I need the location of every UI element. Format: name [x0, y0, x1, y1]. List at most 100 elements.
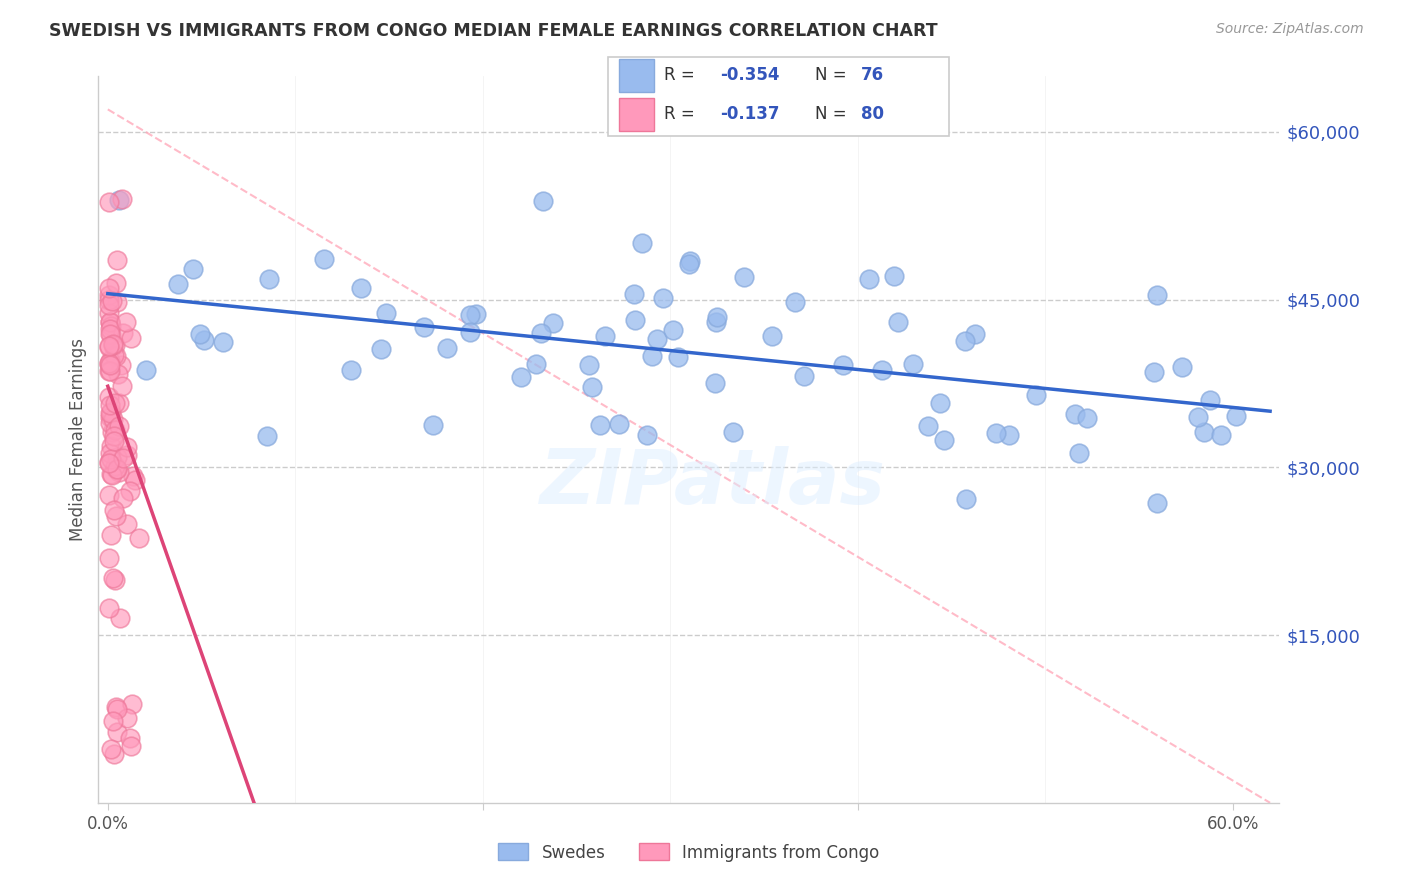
Point [104, 423, 127, 437]
Point [101, 412, 124, 426]
FancyBboxPatch shape [619, 98, 654, 130]
Point [100, 410, 122, 425]
Point [636, 428, 658, 442]
Text: Source: ZipAtlas.com: Source: ZipAtlas.com [1216, 22, 1364, 37]
Point [578, 358, 600, 372]
Point [97, 338, 120, 352]
Point [100, 528, 122, 542]
Point [100, 293, 122, 308]
Point [1225, 409, 1247, 424]
Point [103, 429, 125, 443]
Point [98, 356, 121, 370]
Point [645, 332, 668, 346]
Point [105, 253, 128, 268]
Point [666, 350, 689, 364]
Point [105, 509, 128, 524]
Point [110, 610, 132, 624]
Point [917, 419, 939, 434]
Point [117, 711, 139, 725]
Point [121, 697, 143, 711]
Point [98, 601, 121, 615]
Point [120, 483, 142, 498]
Point [103, 348, 125, 362]
Point [1069, 446, 1091, 460]
Point [458, 325, 481, 339]
Point [98, 315, 121, 329]
Point [101, 337, 124, 351]
Point [103, 747, 125, 761]
Point [104, 574, 127, 588]
Point [117, 440, 139, 454]
Point [98, 364, 121, 378]
Point [934, 434, 956, 448]
Point [100, 319, 122, 334]
Point [413, 319, 436, 334]
Point [103, 714, 125, 728]
Point [98, 416, 121, 430]
Point [97, 364, 120, 378]
Point [984, 425, 1007, 440]
Text: ZIPatlas: ZIPatlas [540, 446, 886, 520]
Point [1192, 425, 1215, 439]
Y-axis label: Median Female Earnings: Median Female Earnings [69, 338, 87, 541]
Point [953, 334, 976, 348]
Point [98, 354, 121, 368]
Point [101, 467, 124, 482]
Point [524, 357, 547, 371]
Point [422, 417, 444, 432]
FancyBboxPatch shape [619, 60, 654, 92]
Point [108, 418, 131, 433]
Point [1187, 410, 1209, 425]
Point [104, 337, 127, 351]
Point [100, 439, 122, 453]
Point [115, 448, 138, 462]
Point [259, 272, 281, 286]
Point [101, 425, 124, 439]
Point [593, 329, 616, 343]
Point [105, 294, 128, 309]
Text: R =: R = [665, 105, 700, 123]
Point [104, 458, 127, 473]
Point [105, 724, 128, 739]
Point [98, 358, 121, 372]
Point [100, 327, 122, 342]
Point [105, 276, 128, 290]
Point [97, 297, 120, 311]
Point [624, 312, 647, 326]
Text: -0.137: -0.137 [721, 105, 780, 123]
Point [1025, 388, 1047, 402]
Point [211, 335, 233, 350]
Point [115, 516, 138, 531]
Point [110, 379, 132, 393]
Text: N =: N = [815, 105, 852, 123]
Point [733, 270, 755, 285]
Point [530, 326, 553, 340]
Point [678, 257, 700, 271]
Point [103, 503, 125, 517]
Point [370, 342, 392, 356]
Point [1064, 408, 1087, 422]
Point [641, 349, 664, 363]
Point [108, 465, 131, 479]
Point [112, 491, 135, 505]
Point [100, 405, 122, 419]
Point [97, 456, 120, 470]
Point [193, 334, 215, 348]
Point [112, 450, 135, 465]
Point [97, 488, 120, 502]
Point [1076, 411, 1098, 425]
Point [1198, 393, 1220, 408]
Point [607, 417, 630, 431]
Point [679, 253, 702, 268]
Point [115, 315, 138, 329]
Point [887, 315, 910, 329]
Point [167, 277, 190, 291]
Point [1146, 288, 1168, 302]
Point [256, 429, 278, 443]
Point [105, 450, 128, 465]
Point [965, 327, 987, 342]
Point [1143, 365, 1166, 379]
Point [589, 417, 612, 432]
Point [623, 287, 645, 301]
Point [105, 702, 128, 716]
